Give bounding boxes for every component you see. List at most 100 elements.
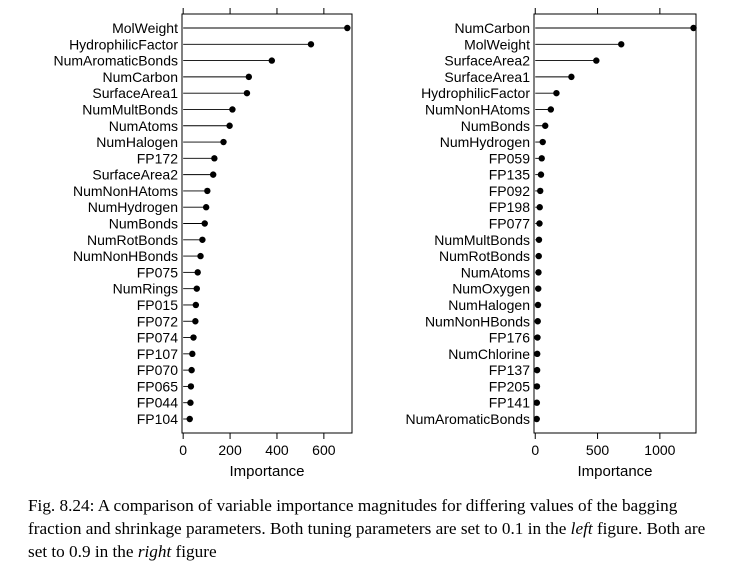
caption-text-2: figure. Both are set to 0.9 in the: [28, 519, 706, 561]
dot-numcarbon: [690, 24, 697, 32]
dot-fp072: [192, 318, 199, 325]
dot-fp077: [536, 220, 543, 227]
category-label: SurfaceArea2: [92, 167, 178, 183]
dot-numbonds: [201, 220, 208, 227]
category-label: NumNonHBonds: [425, 313, 530, 329]
dot-numaromaticbonds: [268, 57, 276, 64]
category-label: NumBonds: [109, 216, 178, 232]
category-label: NumHydrogen: [440, 134, 530, 150]
dot-fp141: [533, 399, 541, 406]
x-tick-label: 600: [312, 442, 336, 458]
category-label: NumCarbon: [455, 20, 530, 36]
category-label: HydrophilicFactor: [421, 85, 530, 101]
x-tick-label: 0: [179, 442, 187, 458]
x-tick-label: 400: [265, 442, 289, 458]
dot-fp044: [187, 399, 194, 406]
category-label: NumNonHAtoms: [73, 183, 178, 199]
category-label: NumAtoms: [461, 264, 530, 280]
plot-frame: [533, 13, 697, 434]
dot-fp137: [533, 366, 541, 374]
right-dot-plot: 0 500 1000ImportanceNumCarbonMolWeightSurf…: [406, 8, 697, 480]
category-label: FP141: [489, 395, 530, 411]
dot-numchlorine: [534, 350, 541, 358]
category-label: NumRotBonds: [439, 248, 530, 264]
category-label: FP176: [489, 330, 530, 346]
category-label: NumRings: [113, 281, 178, 297]
category-label: NumHydrogen: [88, 199, 178, 215]
dot-fp070: [188, 366, 195, 374]
dot-numnonhatoms: [204, 187, 211, 195]
dot-numnonhbonds: [534, 318, 541, 325]
category-label: FP104: [137, 411, 178, 427]
category-label: FP077: [489, 216, 530, 232]
category-label: NumAromaticBonds: [406, 411, 531, 427]
x-tick-label: 500: [586, 442, 610, 458]
dot-fp205: [533, 383, 541, 390]
category-label: NumAtoms: [109, 118, 178, 134]
dot-hydrophilicfactor: [307, 41, 315, 48]
category-label: FP172: [137, 150, 178, 166]
dot-numhalogen: [534, 301, 542, 309]
x-tick-label: 200: [218, 442, 242, 458]
dot-molweight: [344, 24, 351, 32]
category-label: NumBonds: [461, 118, 530, 134]
dot-numnonhatoms: [547, 106, 555, 113]
category-label: FP107: [137, 346, 178, 362]
caption-right-emphasis: right: [137, 542, 172, 561]
dot-nummultbonds: [535, 236, 543, 243]
plot-frame: [181, 13, 353, 434]
dot-numaromaticbonds: [533, 415, 540, 423]
dot-fp198: [536, 204, 543, 211]
category-label: FP075: [137, 264, 178, 280]
figure-caption: Fig. 8.24: A comparison of variable impo…: [28, 494, 728, 563]
dot-numatoms: [535, 269, 542, 276]
category-label: HydrophilicFactor: [69, 36, 178, 52]
dot-numhydrogen: [202, 204, 210, 211]
category-label: FP137: [489, 362, 530, 378]
category-label: FP205: [489, 378, 530, 394]
category-label: NumNonHAtoms: [425, 101, 530, 117]
dot-fp075: [194, 269, 201, 276]
dot-nummultbonds: [229, 106, 236, 113]
dot-fp015: [192, 301, 200, 309]
category-label: FP059: [489, 150, 530, 166]
category-label: SurfaceArea2: [444, 53, 530, 69]
x-axis-title: Importance: [577, 463, 652, 480]
category-label: FP015: [137, 297, 178, 313]
category-label: FP074: [137, 330, 178, 346]
dot-numoxygen: [535, 285, 542, 292]
x-axis-title: Importance: [229, 463, 304, 480]
dot-molweight: [618, 41, 625, 48]
dot-fp074: [190, 334, 197, 341]
caption-left-emphasis: left: [570, 519, 593, 538]
category-label: NumMultBonds: [82, 101, 178, 117]
dot-numrings: [193, 285, 200, 292]
dot-fp059: [538, 155, 545, 162]
category-label: MolWeight: [464, 36, 530, 52]
dot-numbonds: [542, 122, 549, 129]
caption-text-1: Fig. 8.24: A comparison of variable impo…: [28, 496, 678, 538]
dot-fp172: [211, 155, 218, 162]
dot-numcarbon: [245, 73, 253, 81]
dot-surfacearea2: [209, 171, 217, 178]
category-label: NumOxygen: [452, 281, 530, 297]
category-label: NumNonHBonds: [73, 248, 178, 264]
dot-fp092: [537, 187, 544, 195]
dot-surfacearea2: [593, 57, 600, 64]
category-label: SurfaceArea1: [92, 85, 178, 101]
category-label: SurfaceArea1: [444, 69, 530, 85]
dot-numhydrogen: [539, 138, 546, 146]
dot-numhalogen: [220, 138, 227, 146]
category-label: FP135: [489, 167, 530, 183]
dot-surfacearea1: [243, 89, 251, 97]
dot-hydrophilicfactor: [553, 89, 560, 97]
caption-text-3: figure: [171, 542, 217, 561]
category-label: NumChlorine: [448, 346, 530, 362]
category-label: FP044: [137, 395, 178, 411]
dot-fp107: [189, 350, 196, 358]
dot-surfacearea1: [568, 73, 575, 81]
x-tick-label: 0: [531, 442, 539, 458]
category-label: NumHalogen: [448, 297, 530, 313]
dot-fp176: [534, 334, 541, 341]
dot-numatoms: [226, 122, 233, 129]
